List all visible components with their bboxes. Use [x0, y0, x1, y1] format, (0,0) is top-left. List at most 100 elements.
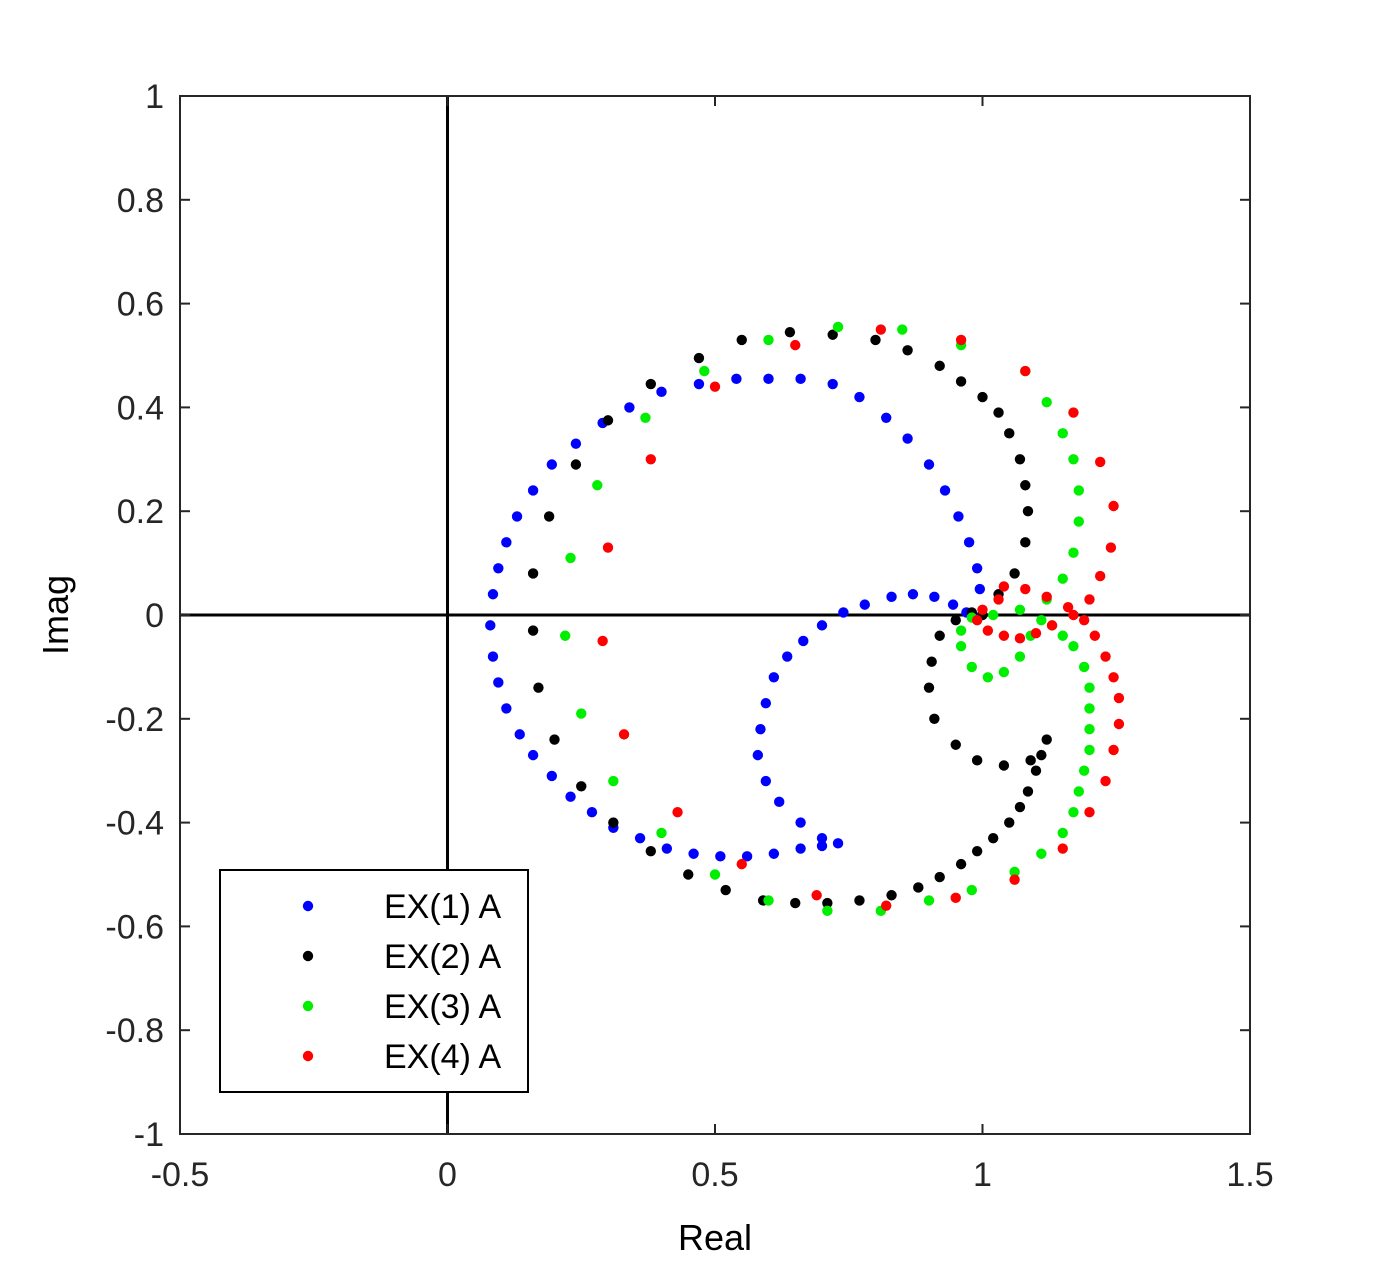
- legend-box: [219, 869, 529, 1093]
- data-point: [602, 415, 614, 426]
- data-point: [1068, 454, 1079, 465]
- data-point: [672, 807, 683, 818]
- data-point: [1078, 661, 1090, 673]
- data-point: [527, 568, 539, 579]
- data-point: [811, 890, 822, 901]
- data-point: [1108, 500, 1119, 512]
- data-point: [683, 869, 694, 880]
- legend-label: EX(3) A: [384, 988, 501, 1026]
- data-point: [1100, 775, 1111, 787]
- data-point: [560, 630, 571, 641]
- data-point: [827, 329, 838, 340]
- data-point: [923, 459, 935, 470]
- y-tick-label: 0: [145, 597, 164, 635]
- data-point: [570, 459, 582, 470]
- y-tick-label: -0.4: [105, 805, 164, 843]
- y-tick-label: 0.2: [117, 493, 164, 531]
- data-point: [1057, 630, 1068, 641]
- data-point: [816, 840, 828, 852]
- data-point: [1084, 723, 1095, 735]
- y-tick-label: -0.2: [105, 701, 164, 739]
- data-point: [736, 334, 747, 346]
- data-point: [988, 832, 999, 844]
- data-point: [934, 630, 945, 641]
- data-point: [699, 365, 710, 377]
- data-point: [1020, 537, 1031, 548]
- data-point: [1036, 749, 1047, 761]
- data-point: [950, 739, 961, 750]
- data-point: [1036, 614, 1047, 626]
- data-point: [998, 630, 1010, 641]
- data-point: [693, 378, 705, 390]
- data-point: [715, 851, 726, 862]
- data-point: [929, 713, 940, 724]
- data-point: [1100, 651, 1111, 662]
- data-point: [822, 905, 833, 917]
- y-tick-label: 0.4: [117, 389, 164, 427]
- legend-marker: [302, 1050, 314, 1062]
- data-point: [950, 614, 961, 626]
- data-point: [1009, 874, 1020, 885]
- legend-marker: [302, 1000, 314, 1012]
- data-point: [966, 884, 977, 896]
- data-point: [1089, 630, 1101, 641]
- data-point: [608, 817, 619, 828]
- data-point: [955, 625, 967, 636]
- data-point: [768, 672, 780, 683]
- data-point: [760, 775, 772, 787]
- y-tick-label: 0.6: [117, 286, 164, 324]
- data-point: [955, 376, 967, 387]
- data-point: [1020, 480, 1031, 491]
- data-point: [576, 781, 587, 792]
- legend-entry: EX(3) A: [302, 988, 501, 1026]
- data-point: [886, 591, 897, 603]
- data-point: [1057, 843, 1068, 854]
- data-point: [886, 890, 897, 901]
- data-point: [816, 832, 828, 844]
- data-point: [947, 599, 959, 610]
- data-point: [1068, 640, 1079, 652]
- data-point: [795, 373, 806, 385]
- y-tick-label: -1: [134, 1116, 164, 1154]
- data-point: [1046, 620, 1058, 631]
- data-point: [485, 620, 496, 631]
- data-point: [533, 682, 544, 693]
- data-point: [977, 604, 988, 616]
- data-point: [720, 884, 731, 896]
- data-point: [1095, 456, 1106, 468]
- data-point: [1057, 827, 1068, 839]
- data-point: [763, 895, 774, 906]
- data-point: [487, 651, 499, 662]
- data-points: [485, 321, 1125, 917]
- legend-label: EX(2) A: [384, 938, 501, 976]
- data-point: [971, 614, 983, 626]
- data-point: [693, 352, 705, 364]
- data-point: [966, 661, 977, 673]
- x-tick-label: 0: [438, 1156, 457, 1194]
- data-point: [934, 871, 945, 883]
- data-point: [795, 843, 806, 854]
- data-point: [902, 345, 913, 356]
- data-point: [939, 485, 951, 496]
- data-point: [1084, 594, 1095, 605]
- data-point: [784, 326, 796, 338]
- data-point: [565, 552, 576, 564]
- data-point: [1084, 703, 1095, 714]
- y-tick-label: 1: [145, 78, 164, 116]
- data-point: [822, 897, 833, 909]
- data-point: [998, 581, 1010, 592]
- data-point: [487, 589, 499, 600]
- data-point: [955, 334, 967, 346]
- data-point: [1014, 604, 1026, 616]
- data-point: [934, 360, 945, 372]
- data-point: [546, 770, 558, 782]
- data-point: [1025, 755, 1036, 766]
- x-tick-label: -0.5: [151, 1156, 210, 1194]
- data-point: [768, 848, 780, 859]
- series-4: [597, 324, 1125, 911]
- data-point: [950, 892, 961, 904]
- data-point: [1020, 583, 1031, 595]
- data-point: [1004, 428, 1015, 439]
- data-point: [953, 511, 964, 522]
